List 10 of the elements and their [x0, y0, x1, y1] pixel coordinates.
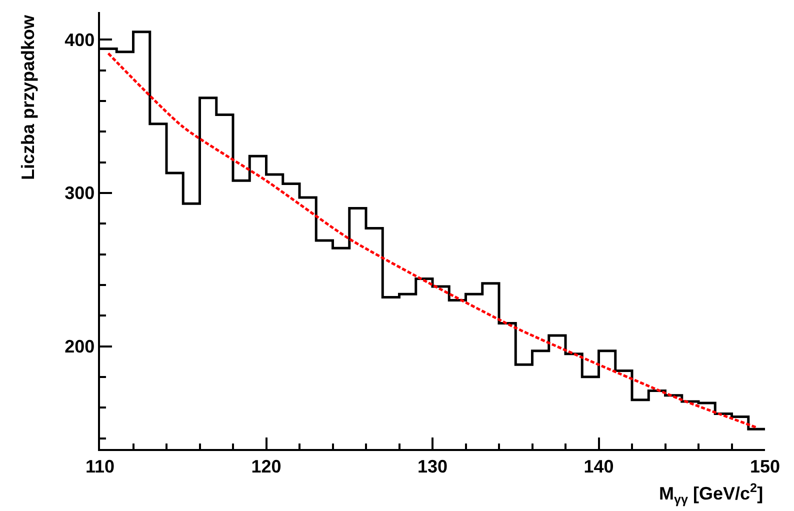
x-axis-title: M$_{γγ}$ [GeV/c$^{2}$] [659, 481, 764, 506]
y-tick-label: 400 [64, 30, 95, 50]
x-tick-label: 140 [584, 456, 614, 476]
x-tick-label: 130 [417, 456, 448, 476]
y-tick-label: 200 [64, 336, 95, 357]
y-tick-label: 300 [64, 183, 95, 204]
y-axis-title: Liczba przypadkow [18, 14, 38, 180]
x-tick-label: 110 [85, 456, 115, 476]
x-tick-label: 150 [750, 456, 780, 476]
x-tick-label: 120 [251, 456, 282, 476]
